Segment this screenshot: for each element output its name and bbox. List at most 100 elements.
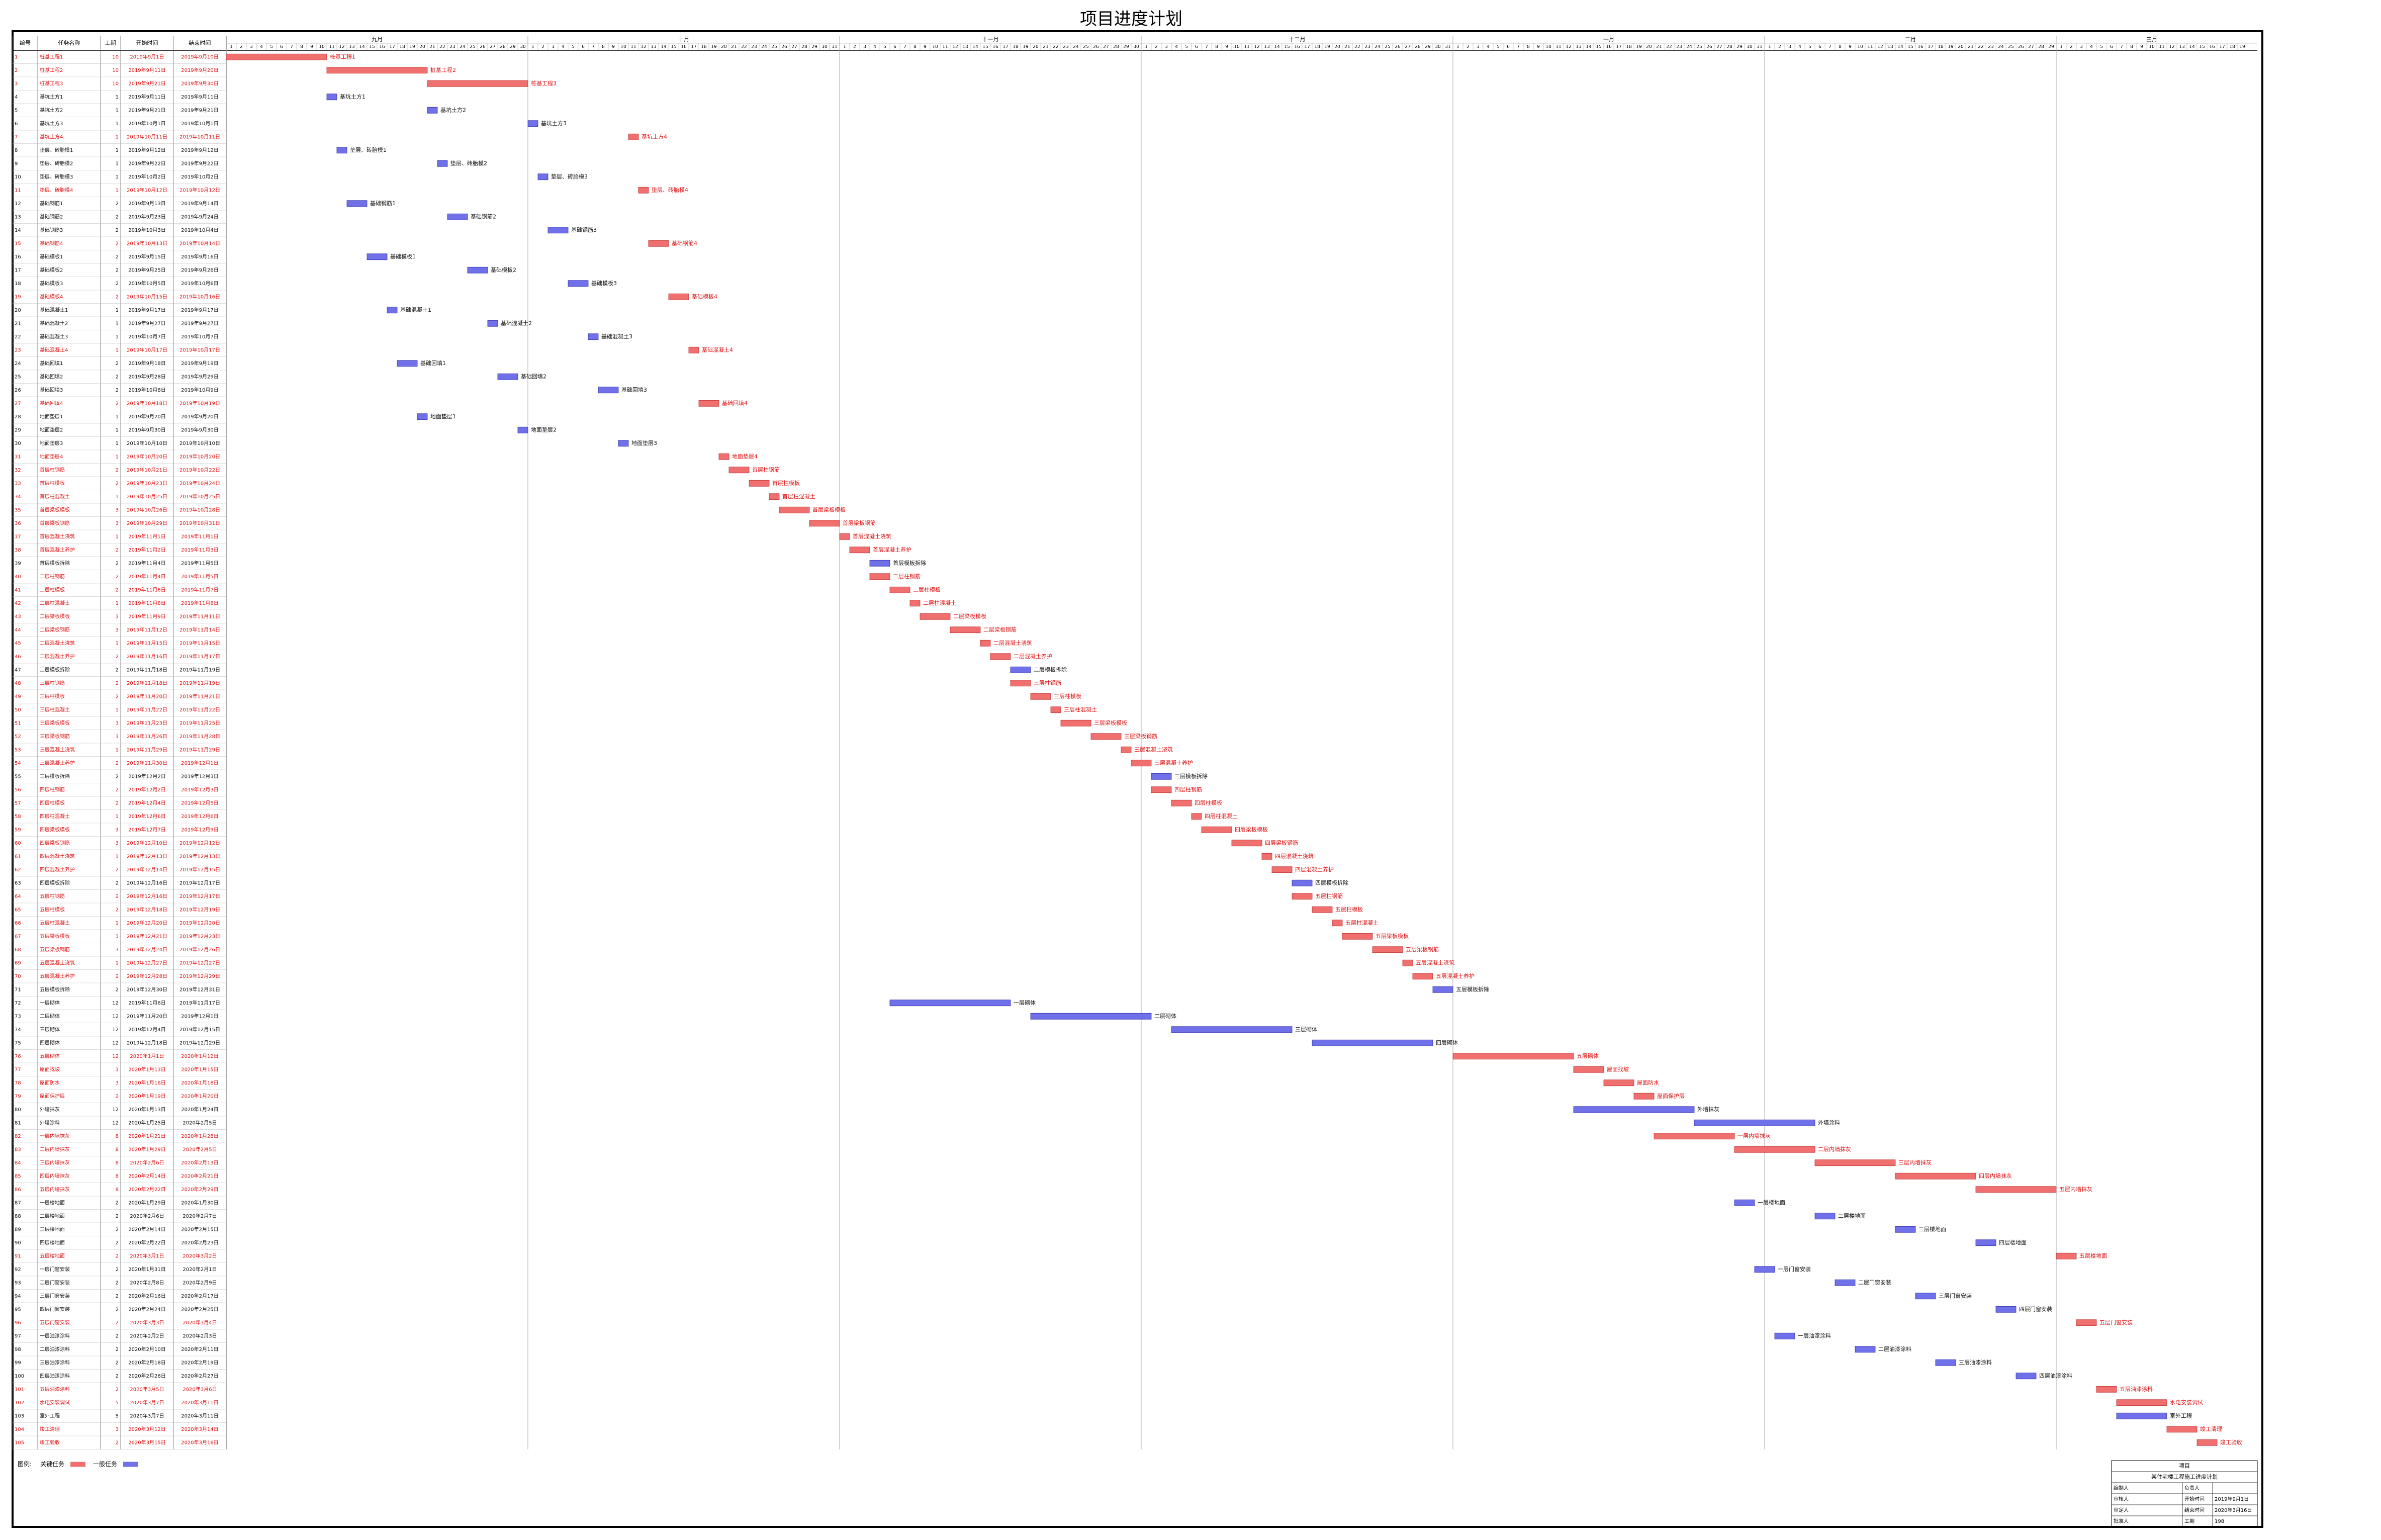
critical-bar	[909, 600, 921, 607]
cell-name: 五层柱模板	[40, 906, 65, 913]
cell-no: 68	[15, 947, 21, 953]
day-label: 14	[359, 45, 365, 50]
cell-dur: 3	[116, 841, 119, 846]
task-bar	[1895, 1226, 1916, 1233]
cell-name: 一层油漆涂料	[40, 1332, 70, 1339]
critical-bar	[2196, 1439, 2218, 1446]
day-label: 6	[893, 45, 896, 50]
month-label: 十月	[678, 36, 689, 43]
cell-dur: 2	[116, 1267, 119, 1273]
cell-dur: 12	[112, 1040, 119, 1046]
cell-dur: 12	[112, 1107, 119, 1113]
day-label: 25	[2008, 45, 2013, 50]
cell-dur: 2	[116, 800, 119, 806]
cell-name: 外墙涂料	[40, 1119, 60, 1126]
critical-bar	[1412, 973, 1433, 980]
bar-label: 五层柱混凝土	[1345, 919, 1379, 926]
day-label: 11	[1867, 45, 1873, 50]
critical-bar	[839, 533, 850, 540]
cell-name: 基坑土方2	[40, 107, 63, 113]
day-label: 7	[592, 45, 595, 50]
bar-label: 四层梁板钢筋	[1265, 839, 1298, 846]
task-bar	[1292, 879, 1313, 886]
cell-end: 2020年1月18日	[181, 1079, 219, 1086]
bar-label: 桩基工程1	[330, 53, 355, 60]
bar-label: 屋面找坡	[1607, 1065, 1629, 1072]
cell-dur: 2	[116, 667, 119, 673]
cell-no: 105	[15, 1440, 24, 1445]
bar-label: 四层柱模板	[1195, 799, 1222, 806]
cell-end: 2020年2月11日	[181, 1346, 219, 1352]
cell-dur: 2	[116, 361, 119, 367]
cell-start: 2019年9月25日	[128, 266, 166, 273]
bar-label: 四层柱混凝土	[1205, 812, 1238, 820]
cell-name: 地面垫层1	[40, 413, 63, 420]
day-label: 8	[913, 45, 917, 50]
day-label: 29	[811, 45, 817, 50]
cell-name: 四层梁板模板	[40, 826, 70, 833]
cell-end: 2019年11月17日	[179, 653, 220, 660]
bar-label: 三层柱钢筋	[1034, 679, 1061, 686]
cell-no: 44	[15, 627, 21, 633]
critical-bar	[1402, 959, 1413, 966]
cell-no: 79	[15, 1094, 21, 1099]
cell-no: 54	[15, 761, 21, 766]
day-label: 1	[2060, 45, 2063, 50]
critical-bar	[920, 613, 951, 620]
bar-label: 三层混凝土养护	[1154, 759, 1193, 766]
cell-no: 8	[15, 148, 18, 153]
cell-dur: 1	[116, 921, 119, 926]
cell-start: 2019年12月16日	[127, 893, 167, 899]
cell-start: 2019年11月26日	[127, 733, 167, 740]
day-label: 12	[952, 45, 958, 50]
cell-name: 二层柱混凝土	[40, 600, 70, 606]
cell-end: 2019年10月19日	[179, 400, 220, 406]
cell-end: 2020年2月7日	[182, 1213, 217, 1219]
day-label: 16	[1917, 45, 1924, 50]
cell-no: 75	[15, 1040, 21, 1046]
cell-end: 2020年3月4日	[182, 1319, 217, 1326]
bar-label: 四层柱钢筋	[1174, 786, 1202, 793]
cell-name: 一层楼地面	[40, 1199, 65, 1206]
bar-label: 五层门窗安装	[2099, 1319, 2133, 1326]
cell-start: 2020年1月25日	[128, 1119, 166, 1126]
day-label: 10	[1545, 45, 1551, 50]
bar-label: 竣工验收	[2220, 1438, 2242, 1445]
cell-end: 2019年12月15日	[179, 1026, 220, 1033]
bar-label: 三层内墙抹灰	[1898, 1159, 1932, 1166]
cell-end: 2020年2月19日	[181, 1359, 219, 1366]
cell-start: 2019年11月9日	[128, 613, 166, 619]
cell-name: 二层模板拆除	[40, 666, 70, 673]
bar-label: 三层油漆涂料	[1959, 1358, 1992, 1366]
cell-name: 首层混凝土养护	[40, 547, 75, 553]
day-label: 26	[1706, 45, 1712, 50]
month-label: 一月	[1603, 36, 1614, 43]
cell-no: 96	[15, 1320, 21, 1326]
cell-end: 2019年9月26日	[181, 266, 219, 273]
bar-label: 基础模板4	[692, 293, 717, 300]
bar-label: 四层门窗安装	[2019, 1305, 2052, 1312]
cell-end: 2019年9月24日	[181, 213, 219, 220]
cell-name: 五层混凝土养护	[40, 973, 75, 979]
cell-end: 2019年10月17日	[179, 346, 220, 353]
cell-dur: 1	[116, 641, 119, 646]
day-label: 18	[399, 45, 405, 50]
day-label: 7	[1517, 45, 1520, 50]
cell-no: 37	[15, 534, 21, 539]
cell-end: 2019年12月20日	[179, 920, 220, 926]
bar-label: 三层模板拆除	[1174, 772, 1208, 779]
cell-no: 35	[15, 507, 21, 513]
cell-name: 室外工程	[40, 1412, 60, 1419]
cell-no: 5	[15, 108, 18, 113]
cell-start: 2019年12月2日	[128, 786, 166, 793]
day-label: 25	[771, 45, 777, 50]
bar-label: 四层模板拆除	[1315, 879, 1348, 886]
cell-dur: 10	[112, 68, 119, 73]
critical-bar	[1372, 946, 1403, 953]
cell-no: 17	[15, 267, 21, 273]
bar-label: 首层混凝土养护	[873, 546, 911, 553]
cell-dur: 2	[116, 1200, 119, 1206]
cell-start: 2019年12月27日	[127, 959, 167, 966]
cell-no: 50	[15, 707, 21, 713]
cell-start: 2020年1月1日	[130, 1053, 164, 1059]
